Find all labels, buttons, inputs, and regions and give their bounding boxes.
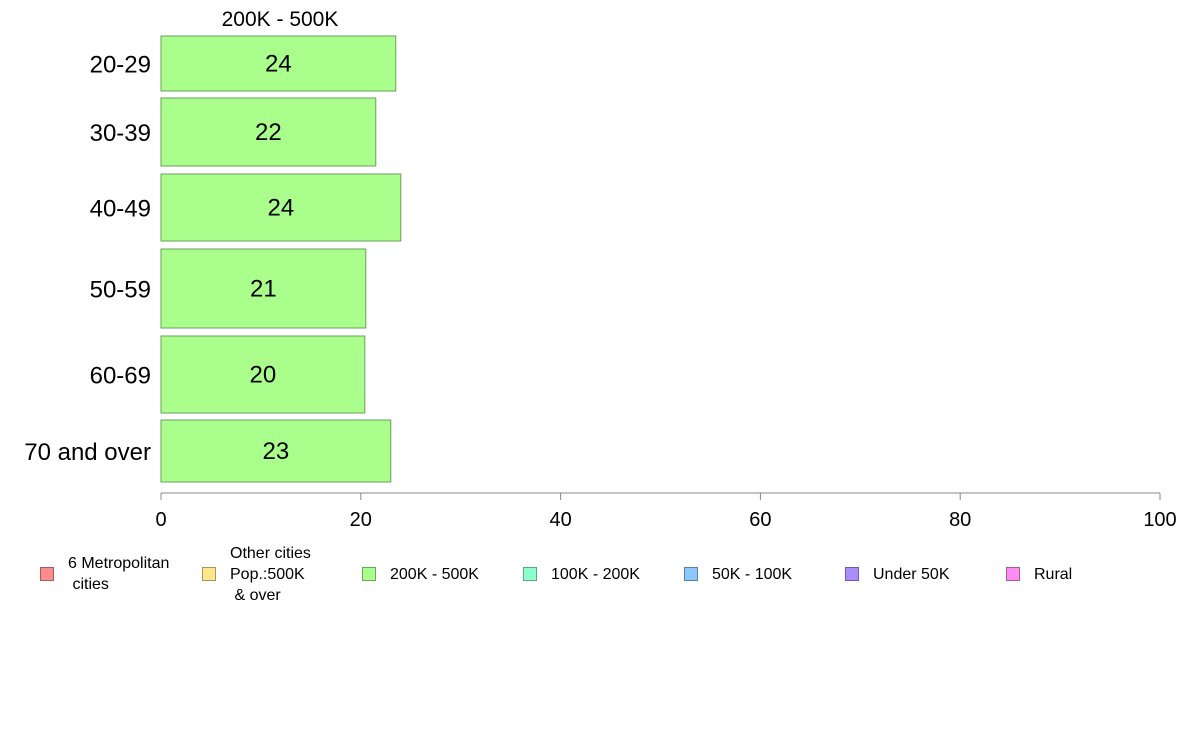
bar-60-69 (160, 335, 366, 414)
category-label: 30-39 (90, 120, 151, 147)
bar-50-59 (160, 248, 367, 329)
legend-item: Rural (1006, 540, 1072, 608)
bar-30-39 (160, 97, 377, 167)
legend-swatch (40, 567, 54, 581)
bar-chart: 200K - 500K 24 20-29 22 30-39 24 40-49 21 50-59… (24, 8, 1177, 531)
legend-label: Rural (1034, 565, 1073, 583)
legend-item: 6 Metropolitan cities (40, 540, 169, 608)
legend-label: 50K - 100K (712, 565, 793, 583)
bars-layer: 24 20-29 22 30-39 24 40-49 21 50-59 20 60-69 23 70 … (24, 35, 402, 483)
legend-item: 50K - 100K (684, 540, 792, 608)
legend-swatch (202, 567, 216, 581)
legend-label: Other cities Pop.:500K & over (230, 544, 311, 604)
x-tick-label: 20 (350, 509, 372, 531)
bar-20-29 (160, 35, 397, 92)
x-axis: 0 20 40 60 80 100 (155, 492, 1177, 531)
legend-swatch (845, 567, 859, 581)
legend-swatch (1006, 567, 1020, 581)
legend-label: 200K - 500K (390, 565, 479, 583)
bar-40-49 (160, 173, 402, 242)
legend-swatch (362, 567, 376, 581)
x-tick-label: 100 (1143, 509, 1176, 531)
legend-item: Under 50K (845, 540, 950, 608)
legend: 6 Metropolitan cities Other cities Pop.:5… (0, 540, 1188, 620)
category-label: 20-29 (90, 52, 151, 79)
data-label: 21 (250, 276, 277, 303)
legend-item: 100K - 200K (523, 540, 640, 608)
data-label: 23 (263, 438, 290, 465)
category-label: 40-49 (90, 196, 151, 223)
category-label: 70 and over (24, 439, 151, 466)
x-tick-label: 40 (549, 509, 571, 531)
data-label: 20 (250, 362, 277, 389)
legend-item: Other cities Pop.:500K & over (202, 540, 311, 608)
data-label: 24 (265, 51, 292, 78)
legend-label: Under 50K (873, 565, 950, 583)
legend-swatch (523, 567, 537, 581)
x-tick-label: 0 (155, 509, 166, 531)
chart-title: 200K - 500K (222, 8, 339, 31)
x-tick-label: 80 (949, 509, 971, 531)
legend-label: 100K - 200K (551, 565, 640, 583)
x-tick-label: 60 (749, 509, 771, 531)
data-label: 22 (255, 119, 282, 146)
legend-item: 200K - 500K (362, 540, 479, 608)
category-label: 50-59 (90, 277, 151, 304)
legend-label: 6 Metropolitan cities (68, 555, 170, 593)
category-label: 60-69 (90, 363, 151, 390)
data-label: 24 (268, 195, 295, 222)
legend-swatch (684, 567, 698, 581)
bar-70-and-over (160, 419, 392, 483)
